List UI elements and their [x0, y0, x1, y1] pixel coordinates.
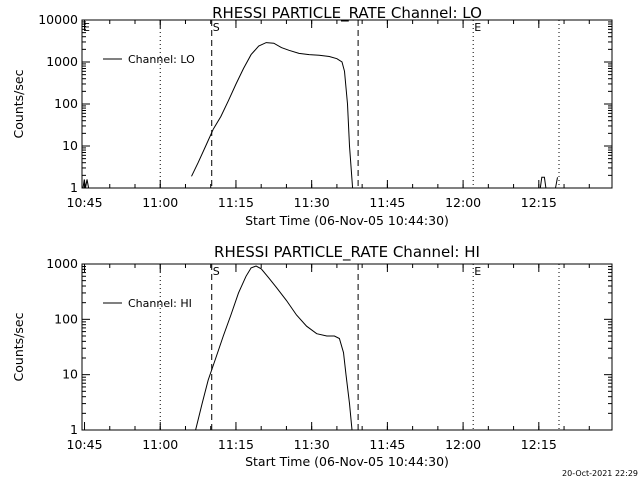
x-tick-label: 11:15: [218, 437, 254, 452]
plot-frame: [81, 263, 613, 431]
timestamp-label: 20-Oct-2021 22:29: [562, 469, 638, 478]
panel-hi: 10:45 11:00 11:15 11:30 11:45 12:00 12:15 1 10 10…: [11, 243, 613, 469]
x-tick-label: 11:30: [294, 437, 330, 452]
y-axis-label: Counts/sec: [11, 69, 26, 138]
y-tick-label: 1000: [46, 54, 78, 69]
x-tick-label: 11:00: [142, 437, 178, 452]
panel-lo: 10:45 11:00 11:15 11:30 11:45 12:00 12:15 1 10 10…: [11, 4, 613, 228]
x-tick-label: 11:45: [369, 437, 405, 452]
marker-label: E: [474, 265, 481, 278]
series-line: [539, 176, 547, 189]
y-tick-label: 100: [54, 96, 78, 111]
y-tick-label: 1: [70, 422, 78, 437]
series-line: [82, 179, 90, 189]
x-tick-label: 10:45: [67, 437, 103, 452]
x-tick-label: 11:15: [218, 195, 254, 210]
marker-label: S: [213, 21, 220, 34]
y-tick-label: 10: [62, 367, 78, 382]
x-axis-label: Start Time (06-Nov-05 10:44:30): [245, 213, 449, 228]
series-line: [191, 42, 354, 189]
y-tick-label: 1000: [46, 256, 78, 271]
marker-label: E: [83, 21, 90, 34]
chart-title: RHESSI PARTICLE_RATE Channel: LO: [212, 4, 482, 23]
chart-title: RHESSI PARTICLE_RATE Channel: HI: [214, 243, 480, 262]
x-tick-label: 10:45: [67, 195, 103, 210]
y-axis-label: Counts/sec: [11, 312, 26, 381]
marker-label: E: [474, 21, 481, 34]
x-tick-label: 12:15: [521, 195, 557, 210]
series-line: [555, 177, 558, 189]
x-tick-label: 12:00: [445, 437, 481, 452]
legend-label: Channel: HI: [128, 297, 192, 310]
x-tick-label: 12:15: [521, 437, 557, 452]
marker-label: S: [213, 265, 220, 278]
y-tick-label: 10000: [38, 12, 78, 27]
x-tick-label: 11:00: [142, 195, 178, 210]
y-tick-label: 1: [70, 180, 78, 195]
x-tick-label: 11:30: [294, 195, 330, 210]
y-tick-label: 10: [62, 138, 78, 153]
series-line: [195, 265, 353, 431]
legend-label: Channel: LO: [128, 53, 195, 66]
x-tick-label: 12:00: [445, 195, 481, 210]
x-axis-label: Start Time (06-Nov-05 10:44:30): [245, 454, 449, 469]
y-tick-label: 100: [54, 311, 78, 326]
x-tick-label: 11:45: [369, 195, 405, 210]
